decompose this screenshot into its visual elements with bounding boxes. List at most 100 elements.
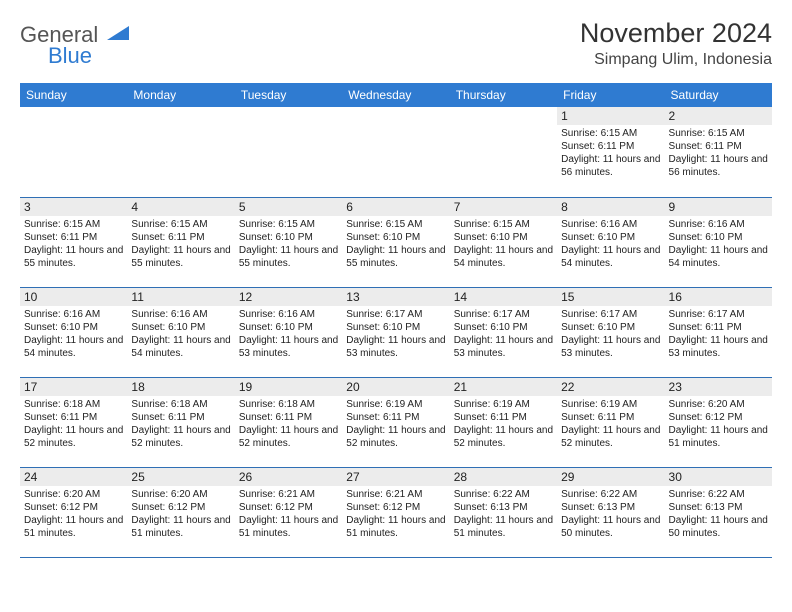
day-details: Sunrise: 6:15 AMSunset: 6:11 PMDaylight:… — [24, 218, 123, 270]
day-number: 28 — [450, 468, 557, 486]
calendar-day-cell: 25 Sunrise: 6:20 AMSunset: 6:12 PMDayligh… — [127, 467, 234, 557]
day-number: 20 — [342, 378, 449, 396]
day-number: 19 — [235, 378, 342, 396]
day-number: 13 — [342, 288, 449, 306]
calendar-day-cell — [20, 107, 127, 197]
day-details: Sunrise: 6:18 AMSunset: 6:11 PMDaylight:… — [239, 398, 338, 450]
day-number: 27 — [342, 468, 449, 486]
calendar-week-row: 10Sunrise: 6:16 AMSunset: 6:10 PMDayligh… — [20, 287, 772, 377]
calendar-day-cell: 19 Sunrise: 6:18 AMSunset: 6:11 PMDayligh… — [235, 377, 342, 467]
day-number: 18 — [127, 378, 234, 396]
calendar-day-cell: 17Sunrise: 6:18 AMSunset: 6:11 PMDayligh… — [20, 377, 127, 467]
day-details: Sunrise: 6:15 AMSunset: 6:10 PMDaylight:… — [454, 218, 553, 270]
calendar-week-row: 1 Sunrise: 6:15 AMSunset: 6:11 PMDaylight… — [20, 107, 772, 197]
day-number: 11 — [127, 288, 234, 306]
day-details: Sunrise: 6:17 AMSunset: 6:10 PMDaylight:… — [454, 308, 553, 360]
calendar-week-row: 3Sunrise: 6:15 AMSunset: 6:11 PMDaylight… — [20, 197, 772, 287]
day-details: Sunrise: 6:18 AMSunset: 6:11 PMDaylight:… — [24, 398, 123, 450]
day-number: 10 — [20, 288, 127, 306]
calendar-day-cell: 2 Sunrise: 6:15 AMSunset: 6:11 PMDaylight… — [665, 107, 772, 197]
day-number: 30 — [665, 468, 772, 486]
weekday-header: Tuesday — [235, 83, 342, 107]
day-details: Sunrise: 6:17 AMSunset: 6:11 PMDaylight:… — [669, 308, 768, 360]
calendar-week-row: 24Sunrise: 6:20 AMSunset: 6:12 PMDayligh… — [20, 467, 772, 557]
day-number: 12 — [235, 288, 342, 306]
calendar-day-cell: 29Sunrise: 6:22 AMSunset: 6:13 PMDayligh… — [557, 467, 664, 557]
day-number: 26 — [235, 468, 342, 486]
day-number: 22 — [557, 378, 664, 396]
calendar-day-cell: 12 Sunrise: 6:16 AMSunset: 6:10 PMDayligh… — [235, 287, 342, 377]
calendar-day-cell: 8Sunrise: 6:16 AMSunset: 6:10 PMDaylight… — [557, 197, 664, 287]
calendar-day-cell: 15 Sunrise: 6:17 AMSunset: 6:10 PMDayligh… — [557, 287, 664, 377]
day-number: 9 — [665, 198, 772, 216]
day-details: Sunrise: 6:22 AMSunset: 6:13 PMDaylight:… — [561, 488, 660, 540]
calendar-day-cell: 5Sunrise: 6:15 AMSunset: 6:10 PMDaylight… — [235, 197, 342, 287]
calendar-day-cell: 22Sunrise: 6:19 AMSunset: 6:11 PMDayligh… — [557, 377, 664, 467]
calendar-day-cell: 4 Sunrise: 6:15 AMSunset: 6:11 PMDaylight… — [127, 197, 234, 287]
calendar-week-row: 17Sunrise: 6:18 AMSunset: 6:11 PMDayligh… — [20, 377, 772, 467]
calendar-day-cell: 27 Sunrise: 6:21 AMSunset: 6:12 PMDayligh… — [342, 467, 449, 557]
brand-logo: General Blue — [20, 18, 129, 67]
calendar-day-cell: 13 Sunrise: 6:17 AMSunset: 6:10 PMDayligh… — [342, 287, 449, 377]
day-details: Sunrise: 6:15 AMSunset: 6:11 PMDaylight:… — [131, 218, 230, 270]
day-details: Sunrise: 6:15 AMSunset: 6:11 PMDaylight:… — [669, 127, 768, 179]
day-details: Sunrise: 6:17 AMSunset: 6:10 PMDaylight:… — [561, 308, 660, 360]
day-details: Sunrise: 6:16 AMSunset: 6:10 PMDaylight:… — [239, 308, 338, 360]
day-number: 1 — [557, 107, 664, 125]
calendar-day-cell: 6 Sunrise: 6:15 AMSunset: 6:10 PMDaylight… — [342, 197, 449, 287]
day-number: 21 — [450, 378, 557, 396]
calendar-table: SundayMondayTuesdayWednesdayThursdayFrid… — [20, 83, 772, 558]
weekday-header: Saturday — [665, 83, 772, 107]
day-number: 7 — [450, 198, 557, 216]
day-number: 24 — [20, 468, 127, 486]
calendar-body: 1 Sunrise: 6:15 AMSunset: 6:11 PMDaylight… — [20, 107, 772, 557]
day-number: 25 — [127, 468, 234, 486]
calendar-day-cell: 28Sunrise: 6:22 AMSunset: 6:13 PMDayligh… — [450, 467, 557, 557]
weekday-header: Friday — [557, 83, 664, 107]
day-number: 16 — [665, 288, 772, 306]
day-number: 23 — [665, 378, 772, 396]
day-details: Sunrise: 6:16 AMSunset: 6:10 PMDaylight:… — [669, 218, 768, 270]
calendar-day-cell: 24 Sunrise: 6:20 AMSunset: 6:12 PMDayligh… — [20, 467, 127, 557]
weekday-header: Monday — [127, 83, 234, 107]
brand-name-2: Blue — [48, 45, 129, 67]
day-details: Sunrise: 6:17 AMSunset: 6:10 PMDaylight:… — [346, 308, 445, 360]
calendar-day-cell: 7 Sunrise: 6:15 AMSunset: 6:10 PMDaylight… — [450, 197, 557, 287]
day-details: Sunrise: 6:21 AMSunset: 6:12 PMDaylight:… — [239, 488, 338, 540]
calendar-day-cell — [127, 107, 234, 197]
calendar-day-cell: 20 Sunrise: 6:19 AMSunset: 6:11 PMDayligh… — [342, 377, 449, 467]
day-details: Sunrise: 6:16 AMSunset: 6:10 PMDaylight:… — [24, 308, 123, 360]
day-details: Sunrise: 6:15 AMSunset: 6:10 PMDaylight:… — [239, 218, 338, 270]
day-number: 2 — [665, 107, 772, 125]
day-number: 6 — [342, 198, 449, 216]
weekday-header: Wednesday — [342, 83, 449, 107]
calendar-day-cell: 18Sunrise: 6:18 AMSunset: 6:11 PMDayligh… — [127, 377, 234, 467]
day-details: Sunrise: 6:20 AMSunset: 6:12 PMDaylight:… — [131, 488, 230, 540]
day-number: 14 — [450, 288, 557, 306]
calendar-day-cell: 23Sunrise: 6:20 AMSunset: 6:12 PMDayligh… — [665, 377, 772, 467]
day-details: Sunrise: 6:16 AMSunset: 6:10 PMDaylight:… — [561, 218, 660, 270]
page-header: General Blue November 2024 Simpang Ulim,… — [20, 18, 772, 69]
weekday-header: Sunday — [20, 83, 127, 107]
title-block: November 2024 Simpang Ulim, Indonesia — [580, 18, 772, 69]
day-details: Sunrise: 6:15 AMSunset: 6:10 PMDaylight:… — [346, 218, 445, 270]
calendar-page: General Blue November 2024 Simpang Ulim,… — [0, 0, 792, 612]
day-details: Sunrise: 6:16 AMSunset: 6:10 PMDaylight:… — [131, 308, 230, 360]
day-details: Sunrise: 6:19 AMSunset: 6:11 PMDaylight:… — [346, 398, 445, 450]
calendar-day-cell: 9 Sunrise: 6:16 AMSunset: 6:10 PMDaylight… — [665, 197, 772, 287]
day-number: 15 — [557, 288, 664, 306]
calendar-day-cell: 1 Sunrise: 6:15 AMSunset: 6:11 PMDaylight… — [557, 107, 664, 197]
day-details: Sunrise: 6:15 AMSunset: 6:11 PMDaylight:… — [561, 127, 660, 179]
day-details: Sunrise: 6:21 AMSunset: 6:12 PMDaylight:… — [346, 488, 445, 540]
calendar-day-cell: 14 Sunrise: 6:17 AMSunset: 6:10 PMDayligh… — [450, 287, 557, 377]
day-number: 4 — [127, 198, 234, 216]
calendar-day-cell — [450, 107, 557, 197]
day-details: Sunrise: 6:19 AMSunset: 6:11 PMDaylight:… — [454, 398, 553, 450]
day-number: 3 — [20, 198, 127, 216]
calendar-day-cell: 21 Sunrise: 6:19 AMSunset: 6:11 PMDayligh… — [450, 377, 557, 467]
calendar-day-cell: 26 Sunrise: 6:21 AMSunset: 6:12 PMDayligh… — [235, 467, 342, 557]
day-details: Sunrise: 6:22 AMSunset: 6:13 PMDaylight:… — [669, 488, 768, 540]
day-details: Sunrise: 6:20 AMSunset: 6:12 PMDaylight:… — [24, 488, 123, 540]
calendar-day-cell: 10 Sunrise: 6:16 AMSunset: 6:10 PMDayligh… — [20, 287, 127, 377]
calendar-day-cell — [235, 107, 342, 197]
